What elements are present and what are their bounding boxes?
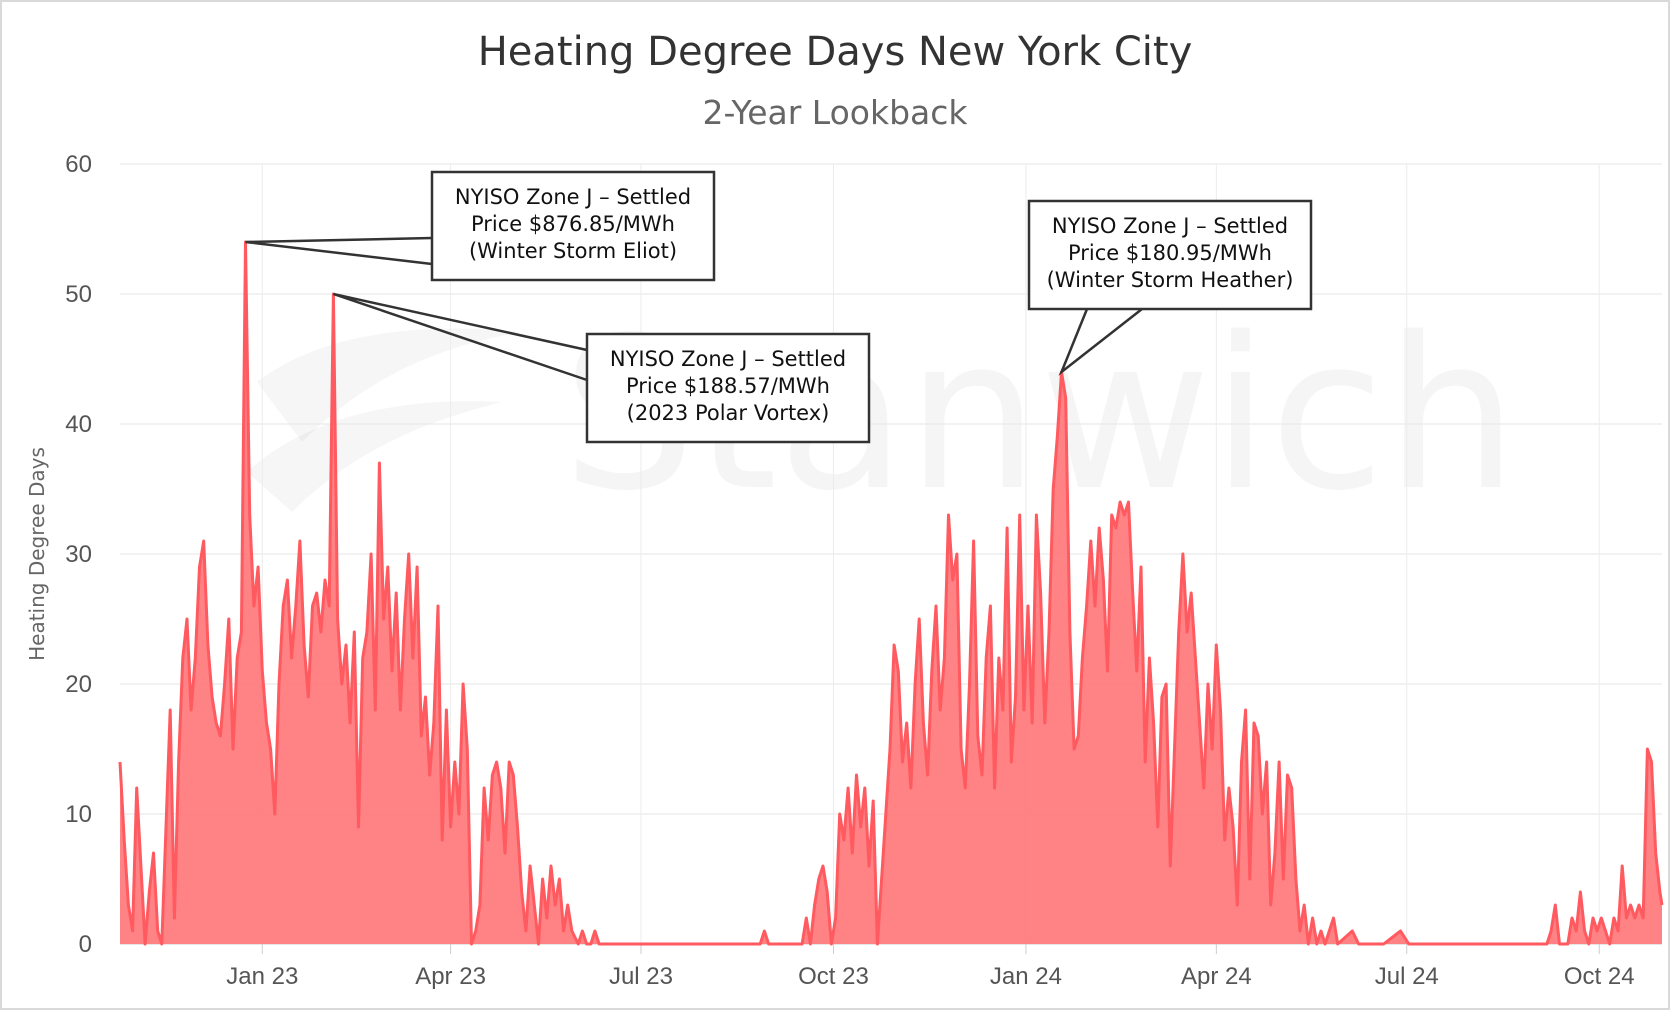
annotation-callout: NYISO Zone J – Settled Price $180.95/MWh (…	[1027, 199, 1313, 376]
callout-box	[585, 332, 871, 444]
callout-text: NYISO Zone J – Settled	[455, 185, 691, 209]
y-tick-label: 10	[65, 801, 92, 828]
callout-pointer	[245, 236, 433, 266]
callout-text: Price $188.57/MWh	[626, 374, 830, 398]
callout-pointer	[1058, 308, 1143, 376]
x-tick-label: Jan 24	[990, 963, 1062, 990]
y-tick-label: 50	[65, 281, 92, 308]
callout-text: Price $876.85/MWh	[471, 212, 675, 236]
x-tick-label: Jul 24	[1375, 963, 1439, 990]
chart-title: Heating Degree Days New York City	[478, 29, 1193, 75]
x-tick-label: Apr 24	[1181, 963, 1252, 990]
x-tick-label: Jul 23	[609, 963, 673, 990]
y-tick-label: 40	[65, 411, 92, 438]
series-line	[118, 240, 1664, 946]
callout-text: (Winter Storm Eliot)	[469, 239, 677, 263]
y-tick-label: 0	[79, 931, 92, 958]
x-tick-label: Jan 23	[226, 963, 298, 990]
callout-pointer	[332, 292, 588, 382]
x-axis-ticks: Jan 23 Apr 23 Jul 23 Oct 23 Jan 24 Apr 24 Jul …	[226, 944, 1635, 990]
y-tick-label: 20	[65, 671, 92, 698]
y-axis-label: Heating Degree Days	[25, 447, 49, 661]
y-tick-label: 30	[65, 541, 92, 568]
series-area	[118, 240, 1664, 946]
x-tick-label: Oct 24	[1564, 963, 1635, 990]
x-tick-label: Apr 23	[415, 963, 486, 990]
callout-box	[1027, 199, 1313, 311]
annotation-callout: NYISO Zone J – Settled Price $188.57/MWh (…	[332, 292, 871, 444]
callout-text: (Winter Storm Heather)	[1047, 268, 1294, 292]
chart-subtitle: 2-Year Lookback	[702, 93, 968, 132]
y-axis-ticks: 0 10 20 30 40 50 60	[65, 151, 92, 958]
callout-box	[430, 170, 716, 282]
callout-text: Price $180.95/MWh	[1068, 241, 1272, 265]
x-tick-label: Oct 23	[798, 963, 869, 990]
callout-text: NYISO Zone J – Settled	[1052, 214, 1288, 238]
callout-text: (2023 Polar Vortex)	[627, 401, 830, 425]
callout-text: NYISO Zone J – Settled	[610, 347, 846, 371]
y-tick-label: 60	[65, 151, 92, 178]
annotation-callout: NYISO Zone J – Settled Price $876.85/MWh (…	[245, 170, 716, 282]
series-area-fill	[120, 242, 1662, 944]
annotations: NYISO Zone J – Settled Price $876.85/MWh (…	[245, 170, 1313, 444]
